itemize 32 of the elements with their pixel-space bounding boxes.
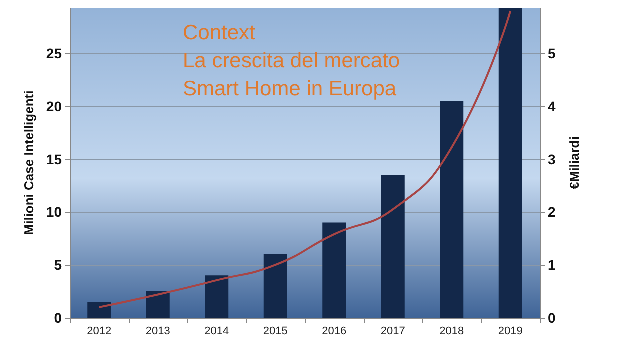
bar — [146, 292, 170, 318]
bar — [498, 8, 522, 318]
y-tick-label: 5 — [54, 257, 62, 274]
x-tick-label: 2018 — [440, 326, 464, 338]
x-tick-label: 2015 — [263, 326, 288, 338]
y-tick-label: 0 — [54, 310, 62, 326]
y2-tick-label: 3 — [548, 151, 556, 168]
y2-tick-label: 5 — [548, 45, 556, 62]
y-tick-label: 25 — [46, 45, 62, 62]
y2-tick-label: 2 — [548, 204, 556, 220]
x-tick-label: 2017 — [380, 326, 406, 338]
bar — [88, 302, 112, 318]
y-tick-label: 20 — [46, 98, 62, 114]
bar — [205, 276, 229, 318]
y2-tick-label: 4 — [548, 98, 556, 114]
y2-tick-label: 1 — [548, 257, 556, 274]
x-tick-label: 2013 — [146, 326, 170, 338]
line-series — [98, 10, 512, 308]
bar — [381, 175, 405, 318]
y2-axis-title: €Miliardi — [567, 136, 582, 190]
x-tick-label: 2019 — [498, 326, 523, 338]
x-tick-label: 2016 — [322, 326, 347, 338]
x-tick-label: 2014 — [204, 326, 230, 338]
y-tick-label: 10 — [46, 204, 62, 220]
y-axis-title: Milioni Case Intelligenti — [22, 90, 37, 236]
y-tick-label: 15 — [46, 151, 62, 168]
bar — [440, 101, 464, 318]
text: Context La crescita del mercato Smart Home in Europa — [183, 22, 400, 100]
x-tick-label: 2012 — [87, 326, 112, 338]
bar — [264, 254, 288, 318]
bar — [322, 222, 346, 318]
y2-tick-label: 0 — [548, 310, 556, 326]
